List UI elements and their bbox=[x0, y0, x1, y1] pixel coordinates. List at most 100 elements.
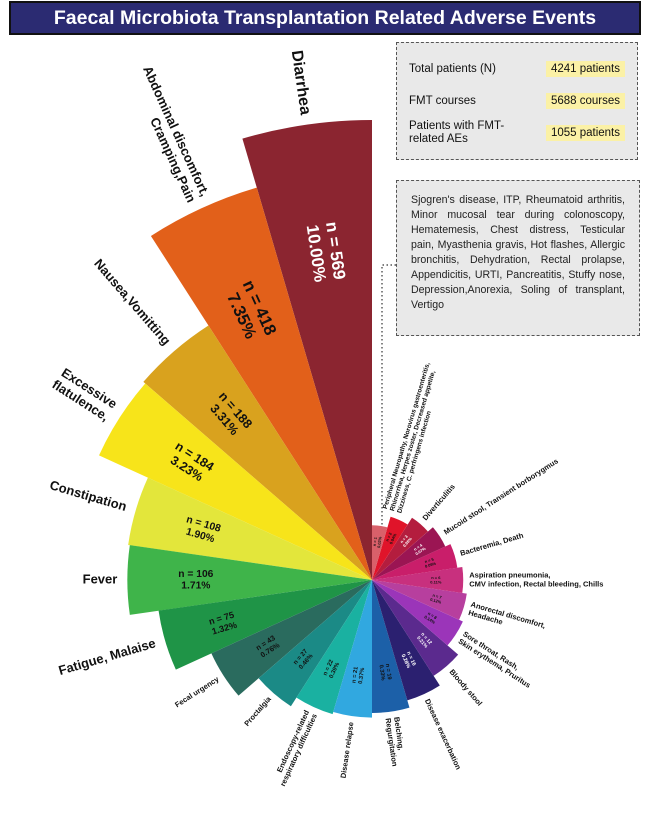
sector bbox=[372, 527, 446, 580]
sector bbox=[372, 525, 388, 580]
value-label: 0.12% bbox=[430, 597, 443, 605]
value-label-group: n = 30.05% bbox=[399, 533, 413, 548]
category-label: Proctalgia bbox=[242, 694, 273, 728]
value-label: n = 2 bbox=[384, 531, 393, 542]
category-label: Disease exacerbation bbox=[423, 697, 463, 771]
category-label-group: Abdominal discomfort,Cramping,Pain bbox=[140, 63, 212, 204]
value-label: 0.02% bbox=[376, 536, 383, 548]
value-label: n = 21 bbox=[351, 666, 359, 684]
other-events-box: Sjogren's disease, ITP, Rheumatoid arthr… bbox=[396, 180, 640, 336]
category-label: Aspiration pneumonia, bbox=[469, 571, 550, 580]
category-label: Fever bbox=[83, 571, 118, 586]
stat-row: Total patients (N) 4241 patients bbox=[409, 53, 625, 85]
value-label: n = 7 bbox=[432, 593, 443, 601]
stat-label: Total patients (N) bbox=[409, 62, 496, 75]
value-label: 0.33% bbox=[378, 664, 386, 681]
category-label-group: Fatigue, Malaise bbox=[57, 635, 158, 678]
stat-value: 1055 patients bbox=[545, 125, 625, 141]
stat-row: Patients with FMT-related AEs 1055 patien… bbox=[409, 117, 625, 149]
sector bbox=[128, 477, 372, 580]
title-bar bbox=[9, 1, 641, 35]
category-label-group: Disease exacerbation bbox=[423, 697, 463, 771]
category-label: Disease relapse bbox=[339, 721, 356, 778]
stat-label: Patients with FMT-related AEs bbox=[409, 120, 505, 145]
category-label: Nausea,Vomitting bbox=[91, 256, 174, 348]
value-label: 0.07% bbox=[414, 546, 427, 557]
value-label: n = 16 bbox=[405, 651, 417, 667]
stats-box: Total patients (N) 4241 patients FMT cour… bbox=[396, 42, 638, 160]
value-label-group: n = 70.12% bbox=[430, 593, 443, 605]
annotation: Rhinorrhea, Herpes zoster, Decreased app… bbox=[389, 370, 437, 512]
category-label: Bacteremia, Death bbox=[459, 531, 525, 558]
sector bbox=[333, 580, 372, 718]
value-label: 1.71% bbox=[181, 581, 210, 592]
category-label-group: Sore throat, Rash,Skin erythema, Pruritu… bbox=[457, 629, 533, 689]
stat-value: 4241 patients bbox=[545, 61, 625, 77]
chart-title: Faecal Microbiota Transplantation Relate… bbox=[54, 7, 596, 29]
category-label-group: Nausea,Vomitting bbox=[91, 256, 174, 348]
sector bbox=[158, 580, 372, 670]
category-label-group: Fecal urgency bbox=[173, 674, 221, 709]
category-label-group: Anorectal discomfort,Headache bbox=[467, 600, 546, 630]
value-label: n = 106 bbox=[178, 569, 213, 580]
category-label: Mucoid stool, Transient borborygmus bbox=[442, 456, 560, 536]
value-label: n = 19 bbox=[384, 663, 392, 680]
category-label-group: Diarrhea bbox=[288, 49, 314, 116]
category-label: Fatigue, Malaise bbox=[57, 635, 158, 678]
annotation-group: Peripheral Neuropathy, Norovirus gastroe… bbox=[382, 362, 437, 515]
category-label: Diarrhea bbox=[288, 49, 314, 116]
category-label: Bloody stool bbox=[448, 667, 485, 707]
value-label: n = 8 bbox=[427, 611, 438, 621]
category-label: Fecal urgency bbox=[173, 674, 221, 709]
value-label: n = 6 bbox=[431, 575, 441, 580]
sector bbox=[211, 580, 372, 696]
value-label-group: n = 10.02% bbox=[372, 536, 383, 548]
stat-label: FMT courses bbox=[409, 94, 476, 107]
value-label: 0.05% bbox=[402, 536, 413, 548]
category-label: CMV infection, Rectal bleeding, Chills bbox=[469, 579, 603, 588]
value-label: 0.14% bbox=[423, 614, 436, 625]
sector bbox=[372, 580, 467, 620]
sector bbox=[242, 120, 372, 580]
value-label-group: n = 80.14% bbox=[423, 611, 438, 625]
category-label-group: Mucoid stool, Transient borborygmus bbox=[442, 456, 560, 536]
connector bbox=[381, 264, 396, 525]
value-label: 0.09% bbox=[424, 561, 437, 569]
category-label-group: Fever bbox=[83, 571, 118, 586]
sector bbox=[372, 580, 459, 676]
sector bbox=[99, 383, 372, 580]
value-label: 0.04% bbox=[388, 532, 397, 545]
value-label: n = 4 bbox=[413, 542, 424, 552]
sector bbox=[258, 580, 372, 707]
sector bbox=[143, 325, 372, 580]
sector bbox=[372, 580, 440, 701]
value-label: 0.11% bbox=[430, 579, 442, 584]
category-label-group: Disease relapse bbox=[339, 721, 356, 778]
category-label-group: Proctalgia bbox=[242, 694, 273, 728]
sector bbox=[372, 516, 408, 580]
category-label: Constipation bbox=[48, 477, 128, 514]
category-label: Diverticulitis bbox=[421, 482, 457, 522]
sector bbox=[296, 580, 372, 715]
sector bbox=[372, 580, 463, 646]
sector bbox=[127, 545, 372, 615]
category-label-group: Belching,Regurgitation bbox=[384, 716, 406, 767]
value-label-group: n = 210.37% bbox=[351, 666, 366, 685]
category-label-group: Aspiration pneumonia,CMV infection, Rect… bbox=[469, 571, 603, 589]
category-label-group: Constipation bbox=[48, 477, 128, 514]
value-label-group: n = 50.09% bbox=[424, 556, 437, 569]
category-label-group: Bacteremia, Death bbox=[459, 531, 525, 558]
value-label-group: n = 160.28% bbox=[400, 651, 417, 670]
value-label-group: n = 60.11% bbox=[430, 575, 442, 585]
stat-value: 5688 courses bbox=[545, 93, 625, 109]
sector bbox=[372, 517, 428, 580]
stat-row: FMT courses 5688 courses bbox=[409, 85, 625, 117]
category-label-group: Diverticulitis bbox=[421, 482, 457, 522]
value-label: n = 1 bbox=[372, 536, 378, 547]
